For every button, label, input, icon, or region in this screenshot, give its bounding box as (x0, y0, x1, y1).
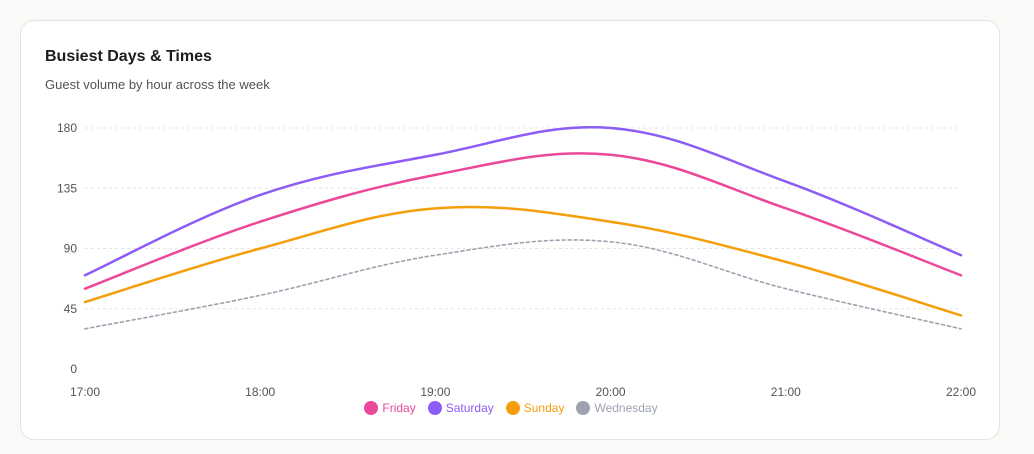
y-tick-label: 45 (64, 302, 78, 316)
legend-item-wednesday[interactable]: Wednesday (576, 401, 658, 415)
series-line-wednesday (84, 239, 962, 330)
chart-subtitle: Guest volume by hour across the week (45, 77, 270, 92)
series-lines (83, 126, 963, 330)
legend-swatch (364, 401, 379, 415)
series-line-sunday (83, 205, 963, 317)
chart-card: Busiest Days & Times Guest volume by hou… (20, 20, 1000, 440)
y-tick-label: 90 (64, 242, 78, 256)
x-tick-label: 17:00 (70, 385, 100, 399)
series-line-friday (83, 152, 963, 290)
y-tick-label: 135 (57, 181, 77, 195)
legend-swatch (427, 401, 442, 415)
legend-label: Wednesday (594, 401, 658, 415)
x-tick-label: 18:00 (245, 385, 275, 399)
y-axis: 0 45 90 135 180 (57, 121, 77, 376)
x-tick-label: 20:00 (596, 385, 626, 399)
legend-item-sunday[interactable]: Sunday (505, 401, 565, 415)
y-tick-label: 180 (57, 121, 77, 135)
x-axis: 17:00 18:00 19:00 20:00 21:00 22:00 (70, 385, 976, 399)
legend-swatch (576, 401, 591, 415)
chart-title: Busiest Days & Times (45, 48, 212, 65)
legend-label: Sunday (523, 401, 565, 415)
grid-lines (85, 127, 961, 310)
y-tick-label: 0 (70, 362, 77, 376)
x-tick-label: 21:00 (771, 385, 801, 399)
series-line-saturday (83, 126, 963, 277)
x-tick-label: 22:00 (946, 385, 976, 399)
legend-item-saturday[interactable]: Saturday (427, 401, 494, 415)
legend-label: Saturday (445, 401, 494, 415)
legend-label: Friday (382, 401, 416, 415)
chart-legend: Friday Saturday Sunday Wednesday (21, 401, 1001, 415)
legend-swatch (505, 401, 520, 415)
legend-item-friday[interactable]: Friday (364, 401, 416, 415)
line-chart: 0 45 90 135 180 17:00 18:00 19:00 20:00 21:00 22:… (57, 121, 976, 399)
x-tick-label: 19:00 (420, 385, 450, 399)
